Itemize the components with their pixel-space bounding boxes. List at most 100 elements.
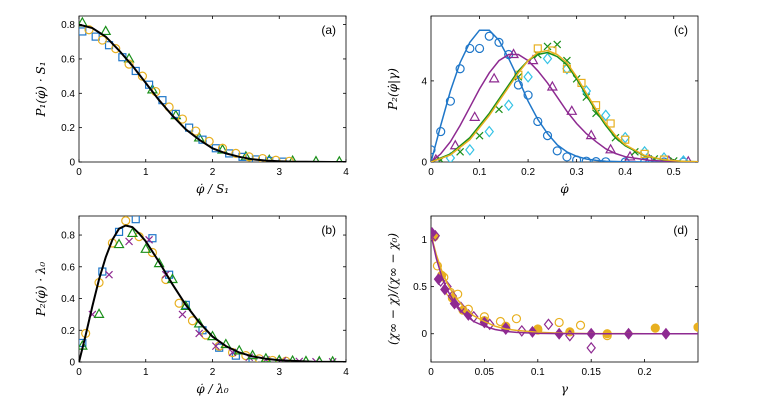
circle-marker xyxy=(513,80,523,90)
circle-marker xyxy=(124,59,134,69)
circle-marker xyxy=(244,152,254,162)
y-tick-label: 0.4 xyxy=(61,89,75,100)
panel-3: 0 0.05 0.1 0.15 0.2 0 0.5 1 γ (χ∞ − χ)/(χ∞ − χ₀) (… xyxy=(386,215,699,396)
y-axis-label: (χ∞ − χ)/(χ∞ − χ₀) xyxy=(386,233,400,345)
triangle-marker xyxy=(153,257,165,268)
series-orange-filled-circles xyxy=(431,232,698,339)
diamond-marker xyxy=(503,99,514,112)
x-tick-label: 1 xyxy=(143,167,149,178)
series-cyan-diamonds xyxy=(445,52,689,162)
square-marker xyxy=(148,234,157,243)
y-tick-label: 0.8 xyxy=(61,20,75,31)
circle-marker xyxy=(554,317,564,328)
cross-marker xyxy=(211,342,220,351)
y-tick-label: 0.2 xyxy=(61,326,75,337)
panel-0: 0 1 2 3 4 0 0.2 0.4 0.6 0.8 φ̇ / S₁ P₁(φ̇) · S₁ (a) xyxy=(34,15,349,196)
x-axis-label: γ xyxy=(561,382,569,396)
x-tick-label: 0.5 xyxy=(667,167,681,178)
triangle-marker xyxy=(288,154,297,162)
y-tick-label: 0 xyxy=(421,158,427,169)
y-tick-label: 0 xyxy=(69,358,75,369)
square-marker xyxy=(621,135,630,144)
triangle-marker xyxy=(113,238,125,249)
data-layer xyxy=(431,29,698,162)
x-tick-label: 1 xyxy=(143,367,149,378)
panel-label: (b) xyxy=(321,223,336,237)
panel-label: (d) xyxy=(673,223,688,237)
y-tick-label: 0.6 xyxy=(61,54,75,65)
cross-marker xyxy=(475,131,484,140)
triangle-marker xyxy=(624,150,636,161)
triangle-marker xyxy=(488,72,500,83)
y-tick-label: 0.6 xyxy=(61,262,75,273)
x-tick-label: 3 xyxy=(276,167,282,178)
circle-marker xyxy=(659,157,669,162)
diamond-marker xyxy=(465,143,475,156)
diamond-marker xyxy=(517,324,527,337)
circle-marker xyxy=(494,37,504,47)
triangle-marker xyxy=(233,344,245,355)
triangle-marker xyxy=(585,129,597,140)
circle-marker xyxy=(187,316,198,326)
triangle-marker xyxy=(329,355,337,362)
diamond-marker xyxy=(433,273,444,286)
y-tick-label: 0 xyxy=(421,329,427,340)
circle-marker xyxy=(693,322,698,332)
diamond-marker xyxy=(542,52,553,65)
y-tick-label: 0.5 xyxy=(413,282,427,293)
circle-marker xyxy=(581,156,591,162)
series-purple-filled-diamonds xyxy=(431,226,671,340)
diamond-marker xyxy=(449,297,460,310)
panel-2: 0 0.1 0.2 0.3 0.4 0.5 0 4 φ̇ P₂(φ̇|γ) (c) xyxy=(386,15,699,196)
circle-marker xyxy=(177,114,188,124)
cross-marker xyxy=(105,270,113,279)
x-tick-label: 0.2 xyxy=(521,167,535,178)
circle-marker xyxy=(552,146,562,156)
x-tick-label: 0.2 xyxy=(638,367,652,378)
triangle-marker xyxy=(126,227,138,238)
circle-marker xyxy=(97,35,107,45)
square-marker xyxy=(104,41,114,50)
triangle-marker xyxy=(180,300,192,311)
circle-marker xyxy=(575,320,586,330)
y-tick-label: 1 xyxy=(421,235,427,246)
triangle-marker xyxy=(93,308,105,318)
square-marker xyxy=(131,216,140,224)
y-tick-label: 0.8 xyxy=(61,231,75,242)
circle-marker xyxy=(445,96,456,106)
diamond-marker xyxy=(456,301,466,314)
x-tick-label: 0.1 xyxy=(531,367,545,378)
circle-marker xyxy=(523,90,533,100)
diamond-marker xyxy=(523,70,533,83)
cross-marker xyxy=(543,42,552,51)
circle-marker xyxy=(511,314,522,324)
series-orange-open-circles xyxy=(431,230,612,341)
x-axis-label: φ̇ xyxy=(560,182,569,196)
y-axis-label: P₂(φ̇) · λ₀ xyxy=(34,262,48,318)
curve-blue-fit xyxy=(431,29,698,162)
circle-marker xyxy=(174,298,184,308)
triangle-marker xyxy=(605,143,617,154)
x-tick-label: 0.05 xyxy=(475,367,495,378)
triangle-marker xyxy=(315,355,323,362)
series-blue-circles xyxy=(431,31,689,162)
cross-marker xyxy=(495,105,503,114)
cross-marker xyxy=(195,329,204,338)
triangle-marker xyxy=(335,155,343,162)
square-marker xyxy=(606,119,615,128)
square-marker xyxy=(131,66,140,76)
circle-marker xyxy=(533,116,543,127)
y-axis-label: P₂(φ̇|γ) xyxy=(386,68,400,111)
circle-marker xyxy=(650,323,660,333)
panel-label: (c) xyxy=(674,23,688,37)
x-tick-label: 0 xyxy=(428,167,434,178)
curve-purple-fit xyxy=(431,234,698,335)
diamond-marker xyxy=(586,341,596,354)
x-tick-label: 2 xyxy=(210,367,216,378)
triangle-marker xyxy=(100,25,112,36)
diamond-marker xyxy=(484,125,495,138)
data-layer xyxy=(79,216,346,362)
triangle-marker xyxy=(449,139,461,150)
y-tick-label: 4 xyxy=(421,76,427,87)
